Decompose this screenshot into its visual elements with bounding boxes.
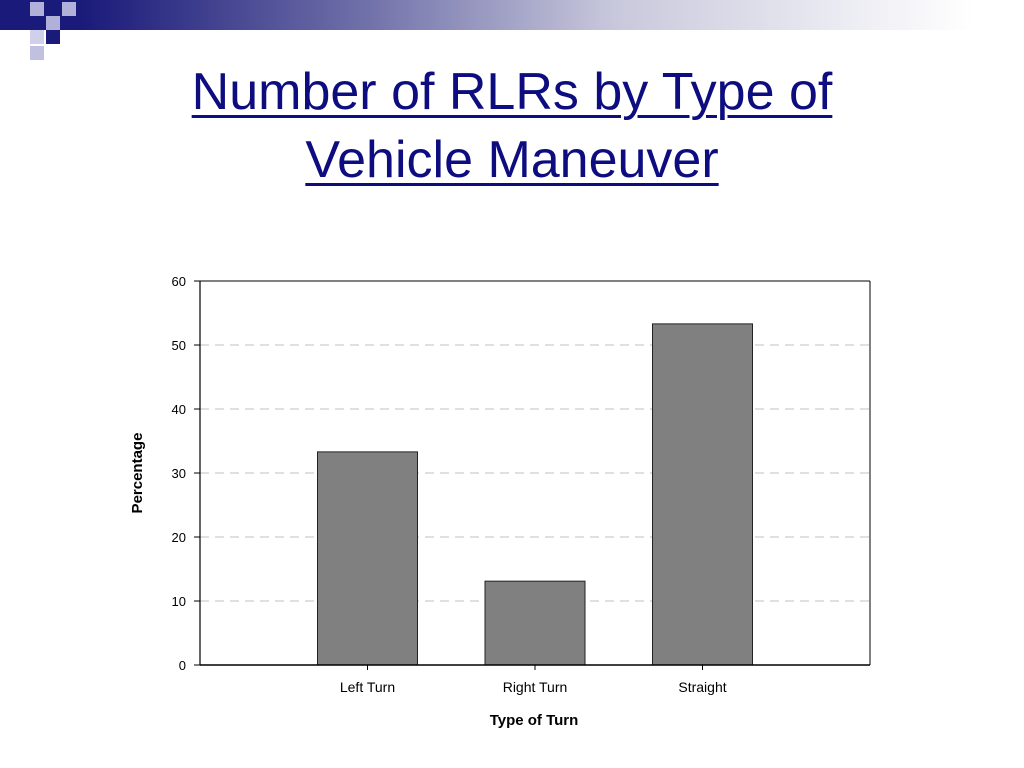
x-tick-label: Straight — [678, 679, 726, 695]
x-tick-label: Right Turn — [503, 679, 568, 695]
y-tick-label: 60 — [172, 274, 186, 289]
decorative-squares-icon — [15, 2, 76, 60]
bar-right-turn — [484, 580, 586, 666]
x-tick-label: Left Turn — [340, 679, 395, 695]
x-axis-title: Type of Turn — [490, 712, 579, 729]
slide-title-line-2: Vehicle Maneuver — [305, 131, 719, 189]
y-axis-title: Percentage — [129, 433, 146, 514]
slide-title: Number of RLRs by Type of Vehicle Maneuv… — [0, 58, 1024, 194]
y-tick-label: 20 — [172, 530, 186, 545]
y-tick-label: 50 — [172, 338, 186, 353]
bar-left-turn — [317, 451, 418, 666]
y-tick-label: 10 — [172, 594, 186, 609]
y-tick-label: 40 — [172, 402, 186, 417]
y-tick-label: 30 — [172, 466, 186, 481]
header-gradient-band — [0, 0, 1024, 30]
y-tick-label: 0 — [179, 658, 186, 673]
slide-title-line-1: Number of RLRs by Type of — [191, 63, 833, 121]
bar-straight — [652, 323, 753, 666]
